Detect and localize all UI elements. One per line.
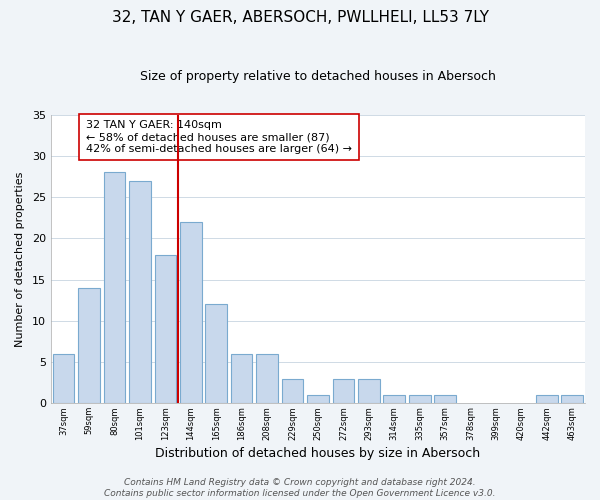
Bar (434, 395, 456, 404)
Bar (205, 304, 227, 404)
Bar (129, 180, 151, 404)
Title: Size of property relative to detached houses in Abersoch: Size of property relative to detached ho… (140, 70, 496, 83)
Bar (155, 255, 176, 404)
Bar (231, 354, 253, 404)
Text: Contains HM Land Registry data © Crown copyright and database right 2024.
Contai: Contains HM Land Registry data © Crown c… (104, 478, 496, 498)
Bar (78, 288, 100, 404)
Bar (332, 378, 354, 404)
Bar (104, 172, 125, 404)
Bar (562, 395, 583, 404)
Text: 32 TAN Y GAER: 140sqm
← 58% of detached houses are smaller (87)
42% of semi-deta: 32 TAN Y GAER: 140sqm ← 58% of detached … (86, 120, 352, 154)
Bar (383, 395, 405, 404)
Bar (256, 354, 278, 404)
Bar (53, 354, 74, 404)
X-axis label: Distribution of detached houses by size in Abersoch: Distribution of detached houses by size … (155, 447, 481, 460)
Y-axis label: Number of detached properties: Number of detached properties (15, 172, 25, 346)
Bar (180, 222, 202, 404)
Bar (358, 378, 380, 404)
Bar (536, 395, 557, 404)
Bar (307, 395, 329, 404)
Bar (409, 395, 431, 404)
Text: 32, TAN Y GAER, ABERSOCH, PWLLHELI, LL53 7LY: 32, TAN Y GAER, ABERSOCH, PWLLHELI, LL53… (112, 10, 488, 25)
Bar (282, 378, 304, 404)
